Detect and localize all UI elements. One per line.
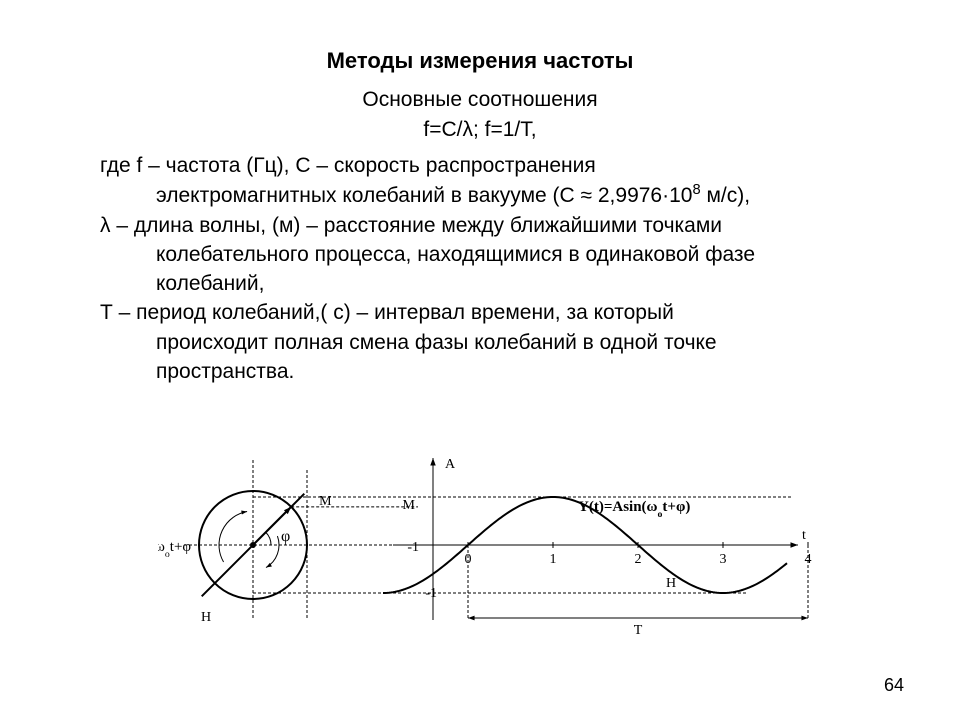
svg-text:H: H — [666, 576, 676, 591]
para1-line2: электромагнитных колебаний в вакууме (С … — [100, 181, 860, 209]
para1-line2-pre: электромагнитных колебаний в вакууме (С … — [156, 184, 692, 207]
svg-text:1: 1 — [550, 552, 557, 567]
svg-text:Y(t)=Asin(ωot+φ): Y(t)=Asin(ωot+φ) — [578, 499, 690, 520]
sine-diagram: 01234T-1-1AtMMHHφωot+φY(t)=Asin(ωot+φ) — [158, 450, 798, 640]
para3-line3: пространства. — [100, 358, 860, 385]
page-title: Методы измерения частоты — [100, 48, 860, 74]
svg-text:3: 3 — [720, 552, 727, 567]
svg-text:ωot+φ: ωot+φ — [158, 539, 191, 560]
svg-text:A: A — [445, 457, 456, 472]
svg-text:t: t — [802, 528, 806, 543]
svg-text:4: 4 — [805, 552, 812, 567]
para1-line2-tail: м/с), — [701, 184, 750, 207]
svg-text:M: M — [403, 498, 416, 513]
svg-text:T: T — [634, 623, 643, 638]
svg-text:M: M — [319, 494, 332, 509]
svg-text:0: 0 — [465, 552, 472, 567]
para1-line1: где f – частота (Гц), С – скорость распр… — [100, 152, 860, 179]
subtitle: Основные соотношения — [100, 88, 860, 112]
para2-line1: λ – длина волны, (м) – расстояние между … — [100, 212, 860, 239]
para2-line3: колебаний, — [100, 270, 860, 297]
para2-line2: колебательного процесса, находящимися в … — [100, 241, 860, 268]
para3-line2: происходит полная смена фазы колебаний в… — [100, 329, 860, 356]
page-number: 64 — [884, 675, 904, 696]
svg-text:φ: φ — [281, 528, 290, 545]
svg-text:2: 2 — [635, 552, 642, 567]
formula-line: f=C/λ; f=1/T, — [100, 118, 860, 142]
svg-text:-1: -1 — [407, 540, 419, 555]
para3-line1: Т – период колебаний,( с) – интервал вре… — [100, 299, 860, 326]
svg-text:H: H — [201, 610, 211, 625]
exponent-8: 8 — [692, 182, 700, 198]
svg-text:-1: -1 — [425, 586, 437, 601]
